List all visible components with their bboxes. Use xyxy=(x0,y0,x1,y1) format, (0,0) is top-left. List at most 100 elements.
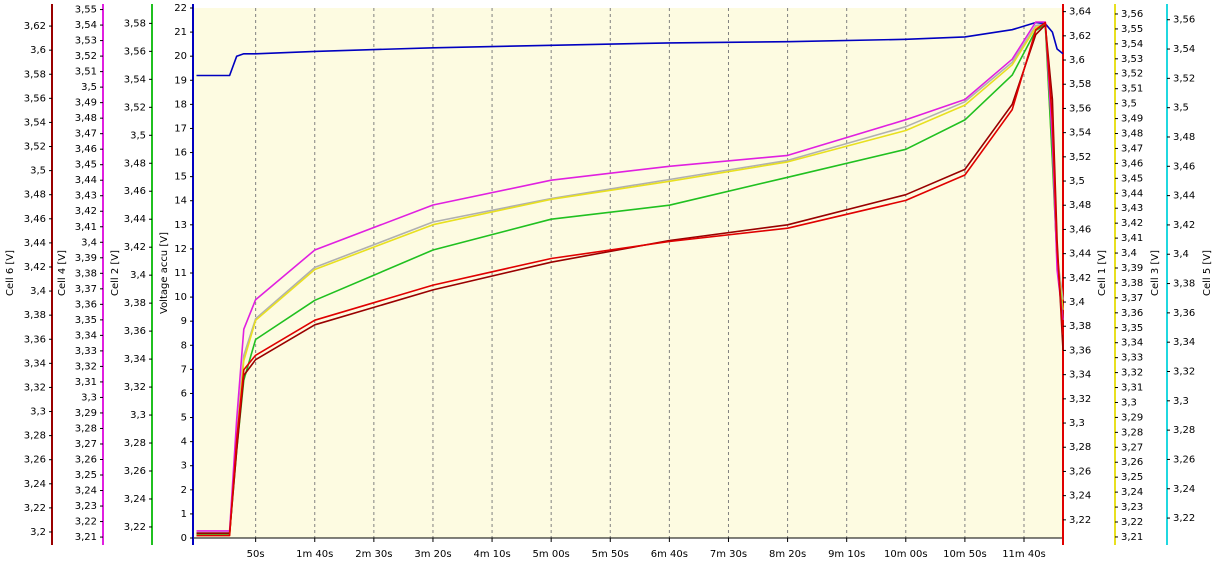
y-tick-label: 3,39 xyxy=(1121,263,1143,274)
y-tick-label: 3,3 xyxy=(30,407,46,418)
y-tick-label: 3,22 xyxy=(1121,517,1143,528)
y-tick-label: 17 xyxy=(174,123,187,134)
x-tick-label: 50s xyxy=(247,549,265,560)
y-tick-label: 3,55 xyxy=(1121,24,1143,35)
y-tick-label: 3,62 xyxy=(1069,31,1091,42)
y-tick-label: 11 xyxy=(174,268,187,279)
y-tick-label: 3,36 xyxy=(24,334,46,345)
y-tick-label: 3,32 xyxy=(1121,368,1143,379)
y-tick-label: 3,3 xyxy=(1069,418,1085,429)
y-tick-label: 3,32 xyxy=(1173,366,1195,377)
y-tick-label: 3,4 xyxy=(30,286,46,297)
y-tick-label: 3,24 xyxy=(1121,487,1143,498)
y-tick-label: 3,42 xyxy=(124,242,146,253)
y-tick-label: 3,38 xyxy=(124,298,146,309)
y-tick-label: 3,45 xyxy=(75,160,97,171)
y-tick-label: 3,26 xyxy=(24,455,46,466)
y-axis-title: Cell 1 [V] xyxy=(1097,250,1108,296)
y-tick-label: 3,52 xyxy=(24,142,46,153)
y-tick-label: 9 xyxy=(181,316,187,327)
x-tick-label: 10m 50s xyxy=(943,549,987,560)
y-tick-label: 3,58 xyxy=(1069,79,1091,90)
x-tick-label: 10m 00s xyxy=(884,549,928,560)
y-tick-label: 3,38 xyxy=(75,268,97,279)
y-tick-label: 16 xyxy=(174,148,187,159)
y-tick-label: 3,52 xyxy=(124,102,146,113)
y-tick-label: 18 xyxy=(174,99,187,110)
y-tick-label: 5 xyxy=(181,413,187,424)
y-tick-label: 3,38 xyxy=(1173,279,1195,290)
y-tick-label: 2 xyxy=(181,485,187,496)
y-tick-label: 3,41 xyxy=(75,222,97,233)
y-tick-label: 3,52 xyxy=(1069,152,1091,163)
y-axis-title: Voltage accu [V] xyxy=(159,232,170,314)
y-tick-label: 3,42 xyxy=(24,262,46,273)
y-tick-label: 3,27 xyxy=(1121,442,1143,453)
x-tick-label: 2m 30s xyxy=(355,549,392,560)
y-tick-label: 3,54 xyxy=(1069,128,1091,139)
y-tick-label: 3,33 xyxy=(75,346,97,357)
y-tick-label: 14 xyxy=(174,196,187,207)
y-tick-label: 3,54 xyxy=(124,74,146,85)
y-tick-label: 3,36 xyxy=(1069,345,1091,356)
y-tick-label: 3,29 xyxy=(75,408,97,419)
y-tick-label: 3,29 xyxy=(1121,412,1143,423)
y-tick-label: 3,48 xyxy=(1069,200,1091,211)
y-tick-label: 6 xyxy=(181,388,187,399)
y-tick-label: 3,53 xyxy=(1121,54,1143,65)
y-tick-label: 3,3 xyxy=(130,410,146,421)
y-tick-label: 3,6 xyxy=(1069,55,1085,66)
y-tick-label: 3,56 xyxy=(1173,15,1195,26)
y-tick-label: 3,24 xyxy=(1069,491,1091,502)
y-tick-label: 3,46 xyxy=(1121,158,1143,169)
y-tick-label: 3,24 xyxy=(1173,484,1195,495)
y-tick-label: 3,39 xyxy=(75,253,97,264)
y-tick-label: 8 xyxy=(181,340,187,351)
y-tick-label: 3,22 xyxy=(124,522,146,533)
y-tick-label: 3 xyxy=(181,461,187,472)
y-tick-label: 3,3 xyxy=(81,392,97,403)
y-tick-label: 3,4 xyxy=(1121,248,1137,259)
y-tick-label: 3,55 xyxy=(75,5,97,16)
x-tick-label: 7m 30s xyxy=(710,549,747,560)
y-tick-label: 3,58 xyxy=(124,18,146,29)
y-tick-label: 3,36 xyxy=(1121,308,1143,319)
y-tick-label: 3,44 xyxy=(1121,188,1143,199)
y-tick-label: 3,37 xyxy=(75,284,97,295)
y-tick-label: 4 xyxy=(181,437,187,448)
y-tick-label: 3,54 xyxy=(1121,39,1143,50)
y-tick-label: 3,52 xyxy=(1121,69,1143,80)
y-tick-label: 3,62 xyxy=(24,21,46,32)
y-tick-label: 3,21 xyxy=(75,532,97,543)
y-tick-label: 3,48 xyxy=(1121,129,1143,140)
y-tick-label: 3,31 xyxy=(75,377,97,388)
y-tick-label: 3,22 xyxy=(1173,513,1195,524)
y-tick-label: 3,42 xyxy=(1069,273,1091,284)
y-tick-label: 3,5 xyxy=(1173,103,1189,114)
y-tick-label: 3,2 xyxy=(30,527,46,538)
y-tick-label: 3,47 xyxy=(75,129,97,140)
y-tick-label: 3,46 xyxy=(1173,161,1195,172)
y-tick-label: 3,49 xyxy=(1121,114,1143,125)
y-tick-label: 3,52 xyxy=(1173,73,1195,84)
x-tick-label: 5m 00s xyxy=(533,549,570,560)
y-tick-label: 3,54 xyxy=(75,20,97,31)
y-tick-label: 3,42 xyxy=(1121,218,1143,229)
y-tick-label: 3,3 xyxy=(1121,397,1137,408)
y-tick-label: 3,4 xyxy=(130,270,146,281)
y-tick-label: 3,26 xyxy=(75,454,97,465)
y-tick-label: 3,22 xyxy=(24,503,46,514)
y-tick-label: 3,44 xyxy=(24,238,46,249)
y-tick-label: 3,24 xyxy=(24,479,46,490)
series-line xyxy=(196,21,1064,77)
y-axis-title: Cell 6 [V] xyxy=(5,250,16,296)
y-tick-label: 3,28 xyxy=(1069,442,1091,453)
y-tick-label: 3,23 xyxy=(75,501,97,512)
y-tick-label: 3,26 xyxy=(1121,457,1143,468)
y-tick-label: 3,32 xyxy=(75,361,97,372)
y-tick-label: 3,26 xyxy=(1069,466,1091,477)
y-tick-label: 3,43 xyxy=(1121,203,1143,214)
y-tick-label: 3,34 xyxy=(75,330,97,341)
y-tick-label: 3,47 xyxy=(1121,143,1143,154)
